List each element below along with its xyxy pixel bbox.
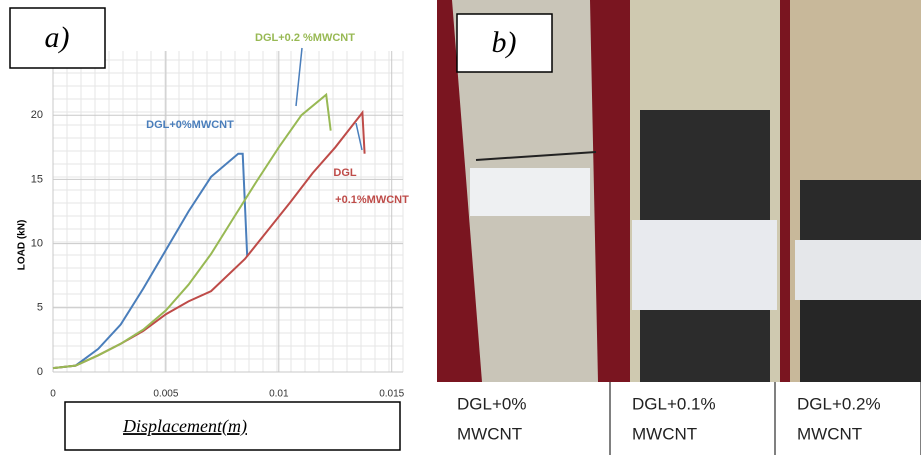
fracture-1 xyxy=(470,168,590,216)
fracture-2 xyxy=(632,220,777,310)
fracture-3 xyxy=(795,240,921,300)
y-tick-label: 20 xyxy=(31,109,43,121)
y-tick-label: 15 xyxy=(31,173,43,185)
annotation: DGL+0%MWCNT xyxy=(146,119,234,131)
specimen-3-dark-lower xyxy=(800,300,921,382)
specimen-2-dark-lower xyxy=(640,310,770,382)
x-axis-label: Displacement(m) xyxy=(122,416,247,437)
y-axis-label: LOAD (kN) xyxy=(17,220,28,271)
photo-label: DGL+0.1% xyxy=(632,394,716,413)
y-tick-label: 10 xyxy=(31,238,43,250)
annotation: DGL xyxy=(333,167,357,179)
photo-label: DGL+0.2% xyxy=(797,394,881,413)
specimen-2-dark xyxy=(640,110,770,220)
photo-label: MWCNT xyxy=(457,424,522,443)
x-tick-label: 0 xyxy=(50,389,56,400)
specimen-3-dark xyxy=(800,180,921,240)
y-tick-label: 0 xyxy=(37,366,43,378)
panel-label: b) xyxy=(492,26,517,59)
x-tick-label: 0.015 xyxy=(379,389,404,400)
label-strip xyxy=(437,382,921,455)
annotation: +0.1%MWCNT xyxy=(335,194,409,206)
photo-label: MWCNT xyxy=(632,424,697,443)
photo-label: MWCNT xyxy=(797,424,862,443)
annotation: DGL+0.2 %MWCNT xyxy=(255,32,355,44)
figure: 0 5 10 15 20 0 0.005 0.01 0.015 a) LOAD (kN) Dis… xyxy=(0,0,921,455)
x-tick-label: 0.01 xyxy=(269,389,289,400)
photo-label: DGL+0% xyxy=(457,394,526,413)
panel-label: a) xyxy=(45,21,70,54)
y-tick-label: 5 xyxy=(37,302,43,314)
x-tick-label: 0.005 xyxy=(153,389,178,400)
